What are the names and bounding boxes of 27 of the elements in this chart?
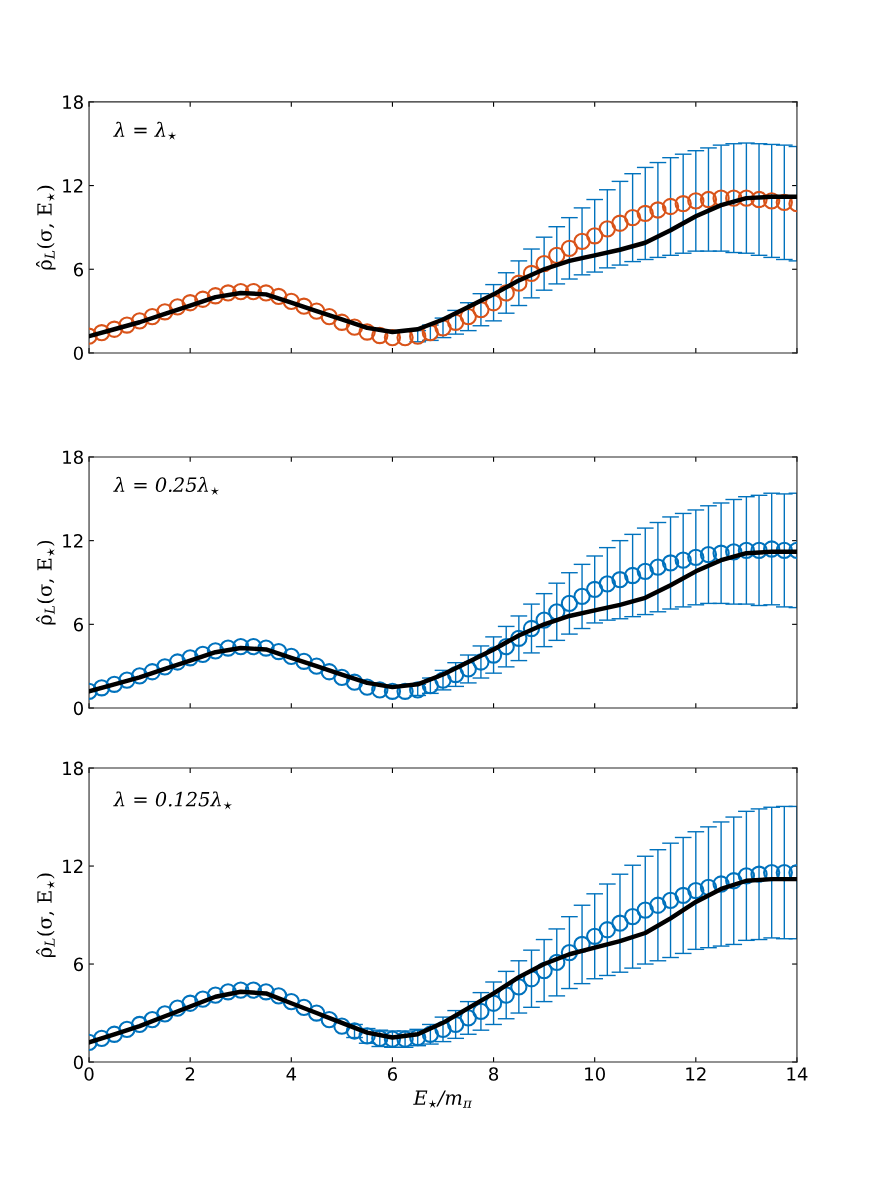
y-tick-label: 12 <box>63 179 83 193</box>
y-tick-label: 0 <box>73 346 83 361</box>
y-tick-label: 6 <box>73 957 84 972</box>
y-tick-label: 0 <box>73 1055 83 1070</box>
y-axis-title: ρ̂$_{L}$(σ, E$_{⋆}$) <box>36 185 56 270</box>
y-tick-label: 18 <box>63 95 83 109</box>
x-tick-label: 12 <box>686 1067 706 1081</box>
x-tick-label: 14 <box>787 1067 808 1081</box>
y-tick-label: 0 <box>73 701 83 716</box>
x-tick-label: 2 <box>185 1067 195 1081</box>
y-tick-label: 18 <box>63 450 83 465</box>
annotation: λ = 0.25λ$_{⋆}$ <box>113 476 220 495</box>
x-tick-label: 10 <box>585 1067 605 1081</box>
x-axis-title: E$_{⋆}$/m$_{π}$ <box>413 1090 473 1108</box>
y-tick-label: 6 <box>73 262 84 277</box>
y-tick-label: 18 <box>63 761 83 776</box>
x-tick-label: 6 <box>387 1067 398 1081</box>
x-tick-label: 4 <box>286 1067 297 1081</box>
annotation: λ = λ$_{⋆}$ <box>113 121 177 140</box>
y-tick-label: 6 <box>73 617 84 632</box>
y-axis-title: ρ̂$_{L}$(σ, E$_{⋆}$) <box>36 540 56 625</box>
x-tick-label: 0 <box>84 1067 94 1081</box>
annotation: λ = 0.125λ$_{⋆}$ <box>113 791 233 810</box>
y-tick-label: 12 <box>63 859 83 873</box>
y-tick-label: 12 <box>63 534 83 548</box>
x-tick-label: 8 <box>489 1067 499 1081</box>
y-axis-title: ρ̂$_{L}$(σ, E$_{⋆}$) <box>36 873 56 958</box>
